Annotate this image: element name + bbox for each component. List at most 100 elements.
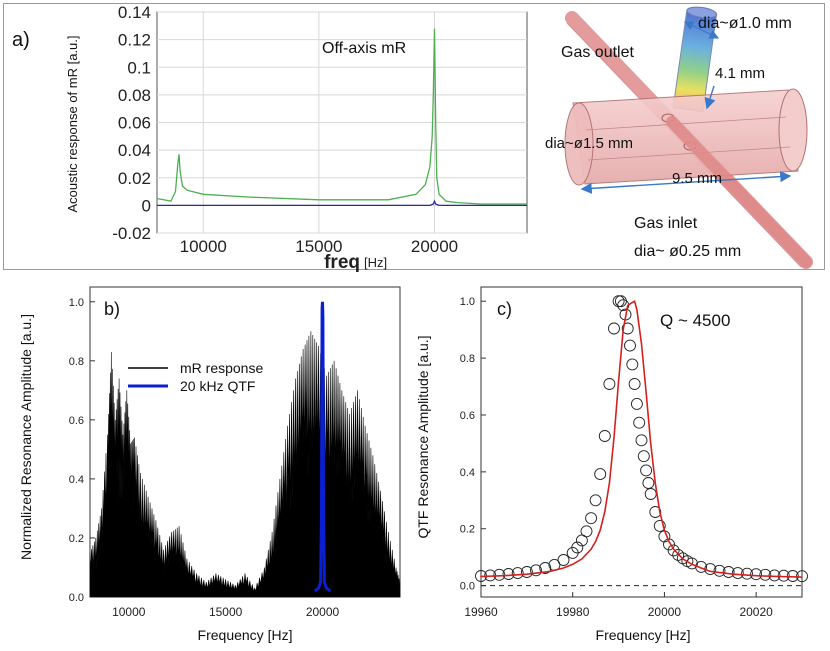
- chart-a-xtick-label: 10000: [180, 237, 227, 256]
- chart-c-data-point: [750, 568, 763, 581]
- chart-b: 0.0 0.2 0.4 0.6 0.8 1.0 10000 15000 20000 b) mR…: [18, 286, 401, 643]
- chart-b-ytick-label: 0.8: [69, 356, 84, 368]
- chart-c-ytick-label: 0.6: [460, 410, 475, 422]
- chart-c-xtick-label: 19960: [464, 605, 498, 619]
- chart-c-data-point: [612, 295, 625, 308]
- chart-c-data-point: [667, 544, 680, 557]
- chart-c-xtick-label: 20000: [648, 605, 682, 619]
- chart-c-data-point: [649, 506, 662, 518]
- chart-c-ytick-label: 1.0: [460, 296, 475, 308]
- chart-c-ytick-label: 0.4: [460, 467, 475, 479]
- chart-b-ylabel: Normalized Resonance Amplitude [a.u.]: [18, 314, 34, 560]
- chart-a-series: [156, 28, 527, 207]
- chart-a-ytick-label: -0.02: [112, 224, 151, 243]
- gap-arrow: [704, 85, 716, 110]
- chart-c-ylabel: QTF Resonance Amplitude [a.u.]: [415, 335, 431, 538]
- chart-b-ytick-label: 0.4: [69, 474, 84, 486]
- microresonator-schematic: Gas outlet dia~ø1.0 mm 4.1 mm dia~ø1.5 m…: [545, 6, 813, 269]
- chart-c-plot-area: [480, 286, 803, 598]
- chart-a-series-line-0: [156, 28, 527, 205]
- length-label: 9.5 mm: [672, 170, 722, 187]
- chart-a-ytick-label: 0.04: [118, 141, 151, 160]
- chart-c-yticks: 0.0 0.2 0.4 0.6 0.8 1.0: [460, 296, 486, 593]
- chart-c-data-point: [585, 512, 598, 525]
- body-dia-label: dia~ø1.5 mm: [545, 135, 633, 152]
- chart-c-data-point: [603, 378, 616, 390]
- chart-c-data-point: [695, 560, 708, 573]
- chart-c-data-point: [635, 434, 648, 447]
- inlet-dia-label: dia~ ø0.25 mm: [634, 243, 741, 260]
- chart-a-xtick-label: 15000: [295, 237, 342, 256]
- chart-c-data-point: [630, 397, 643, 410]
- chart-b-xlabel: Frequency [Hz]: [198, 627, 293, 643]
- chart-c-data-point: [628, 378, 641, 390]
- chart-b-ytick-label: 1.0: [69, 297, 84, 309]
- chart-c-data-point: [493, 568, 506, 581]
- chart-c-annotation: Q ~ 4500: [660, 311, 730, 330]
- chart-a-grid: [157, 11, 527, 234]
- chart-c-data-point: [608, 322, 620, 335]
- chart-b-xtick-label: 20000: [306, 605, 340, 619]
- chart-c-data-point: [626, 358, 639, 371]
- chart-c-data-point: [653, 519, 666, 532]
- chart-c-data-point: [633, 416, 646, 429]
- chart-b-ytick-label: 0.0: [69, 592, 84, 604]
- chart-c-data-point: [502, 568, 515, 580]
- panel-a-frame: [3, 3, 825, 270]
- chart-c-data-point: [520, 566, 533, 578]
- chart-c-data-point: [557, 554, 570, 566]
- chart-a-yticks: -0.02 0 0.02 0.04 0.06 0.08 0.1 0.12 0.14: [112, 3, 151, 243]
- chart-c-data-point: [759, 568, 772, 581]
- chart-c-data-point: [663, 538, 675, 551]
- chart-a-xticks: 10000 15000 20000: [180, 237, 459, 256]
- chart-c-ytick-label: 0.2: [460, 524, 475, 536]
- outlet-label: Gas outlet: [561, 44, 634, 61]
- legend-label-qtf: 20 kHz QTF: [180, 378, 255, 394]
- chart-c-data-point: [640, 464, 653, 477]
- chart-b-qtf-line: [313, 301, 332, 593]
- chart-c-ytick-label: 0.8: [460, 353, 475, 365]
- chart-c-data-point: [539, 562, 552, 574]
- chart-a-ytick-label: 0.02: [118, 169, 151, 188]
- chart-c-data-point: [621, 322, 634, 335]
- chart-c-data-point: [571, 541, 584, 554]
- chart-c-fit-line: [480, 299, 803, 578]
- chart-a-ylabel: Acoustic response of mR [a.u.]: [65, 35, 80, 212]
- chart-a-series-line-1: [157, 199, 527, 207]
- chart-c-data-point: [598, 430, 611, 442]
- chart-b-yticks: 0.0 0.2 0.4 0.6 0.8 1.0: [69, 297, 95, 604]
- chart-c-data-point: [722, 566, 735, 578]
- length-arrow: [580, 171, 792, 194]
- legend-label-mr: mR response: [180, 360, 263, 376]
- chart-a-annotation: Off-axis mR: [322, 40, 406, 57]
- chart-c-data-point: [637, 450, 650, 463]
- chart-a-xunit: [Hz]: [364, 255, 387, 270]
- chart-c-data-point: [530, 564, 542, 577]
- panel-label-a: a): [12, 29, 30, 51]
- chart-b-xtick-label: 15000: [209, 605, 243, 619]
- chart-b-xticks: 10000 15000 20000: [112, 592, 340, 619]
- chart-c: 0.00.20.40.60.81.0 19960 19980 20000 20020 …: [415, 286, 808, 643]
- chart-c-series: [475, 295, 808, 587]
- chart-a-xtick-label: 20000: [411, 237, 458, 256]
- chart-c-xtick-label: 19980: [556, 605, 590, 619]
- panel-label-c: c): [497, 299, 512, 319]
- chart-b-ytick-label: 0.2: [69, 533, 84, 545]
- chart-c-xtick-label: 20020: [739, 605, 773, 619]
- chart-a-ytick-label: 0.12: [118, 31, 151, 50]
- outlet-dia-arrow: [683, 21, 720, 39]
- chart-c-data-point: [624, 339, 636, 352]
- chart-c-data-point: [594, 468, 607, 481]
- chart-c-ytick-label: 0.0: [460, 581, 475, 593]
- chart-b-ytick-label: 0.6: [69, 415, 84, 427]
- chart-a-ytick-label: 0: [142, 196, 151, 215]
- chart-a-xlabel: freq: [324, 252, 360, 273]
- chart-a-ytick-label: 0.08: [118, 86, 151, 105]
- chart-c-data-point: [580, 525, 593, 538]
- panel-label-b: b): [104, 299, 120, 319]
- chart-b-legend: mR response 20 kHz QTF: [128, 360, 263, 394]
- gap-label: 4.1 mm: [715, 65, 765, 82]
- chart-a-ytick-label: 0.14: [118, 3, 151, 22]
- chart-c-data-point: [713, 564, 726, 577]
